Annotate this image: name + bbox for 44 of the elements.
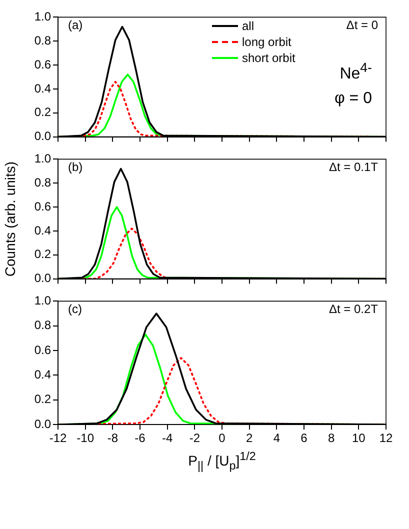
annotation: Δt = 0 — [346, 18, 378, 32]
x-tick-label: 8 — [328, 431, 335, 446]
x-axis-title: P$_{||}$ / [U$_{p}$]$^{1/2}$ — [187, 450, 257, 472]
x-tick-label: 0 — [218, 431, 226, 446]
y-tick-label: 0.2 — [34, 392, 52, 406]
y-tick-label: 1.0 — [34, 294, 52, 308]
y-tick-label: 1.0 — [34, 152, 52, 166]
x-tick-label: 2 — [246, 431, 253, 446]
x-tick-label: -10 — [76, 431, 94, 446]
y-tick-label: 1.0 — [34, 10, 52, 24]
legend-label: long orbit — [242, 35, 292, 49]
annotation: Δt = 0.1T — [328, 160, 378, 174]
y-tick-label: 0.4 — [34, 223, 52, 238]
x-tick-label: -4 — [162, 431, 173, 446]
x-tick-label: 10 — [352, 431, 366, 446]
legend-label: short orbit — [242, 51, 296, 65]
y-tick-label: 0.2 — [34, 105, 52, 120]
annotation: (b) — [68, 160, 83, 174]
y-tick-label: 0.6 — [34, 199, 52, 214]
y-tick-label: 0.6 — [34, 57, 52, 72]
annotation: (c) — [68, 302, 82, 316]
y-tick-label: 0.0 — [34, 271, 52, 286]
x-tick-label: 12 — [379, 431, 393, 446]
y-tick-label: 0.4 — [34, 368, 52, 382]
annotation: Ne$^{4-}$ — [340, 60, 372, 84]
x-tick-label: -2 — [189, 431, 200, 446]
y-tick-label: 0.8 — [34, 175, 52, 190]
y-tick-label: 0.4 — [34, 81, 52, 96]
y-tick-label: 0.2 — [34, 247, 52, 262]
x-tick-label: -8 — [107, 431, 118, 446]
y-tick-label: 0.8 — [34, 33, 52, 48]
y-axis-title: Counts (arb. units) — [2, 161, 18, 277]
x-tick-label: 4 — [273, 431, 280, 446]
annotation: φ = 0 — [334, 90, 372, 108]
x-tick-label: -6 — [134, 431, 146, 446]
x-tick-label: -12 — [49, 431, 67, 446]
y-tick-label: 0.8 — [34, 318, 52, 332]
annotation: (a) — [68, 18, 83, 32]
y-tick-label: 0.0 — [34, 129, 52, 144]
y-tick-label: 0.6 — [34, 342, 52, 357]
y-tick-label: 0.0 — [34, 416, 52, 431]
legend-label: all — [242, 19, 254, 33]
x-tick-label: 6 — [300, 431, 308, 446]
annotation: Δt = 0.2T — [328, 302, 378, 316]
